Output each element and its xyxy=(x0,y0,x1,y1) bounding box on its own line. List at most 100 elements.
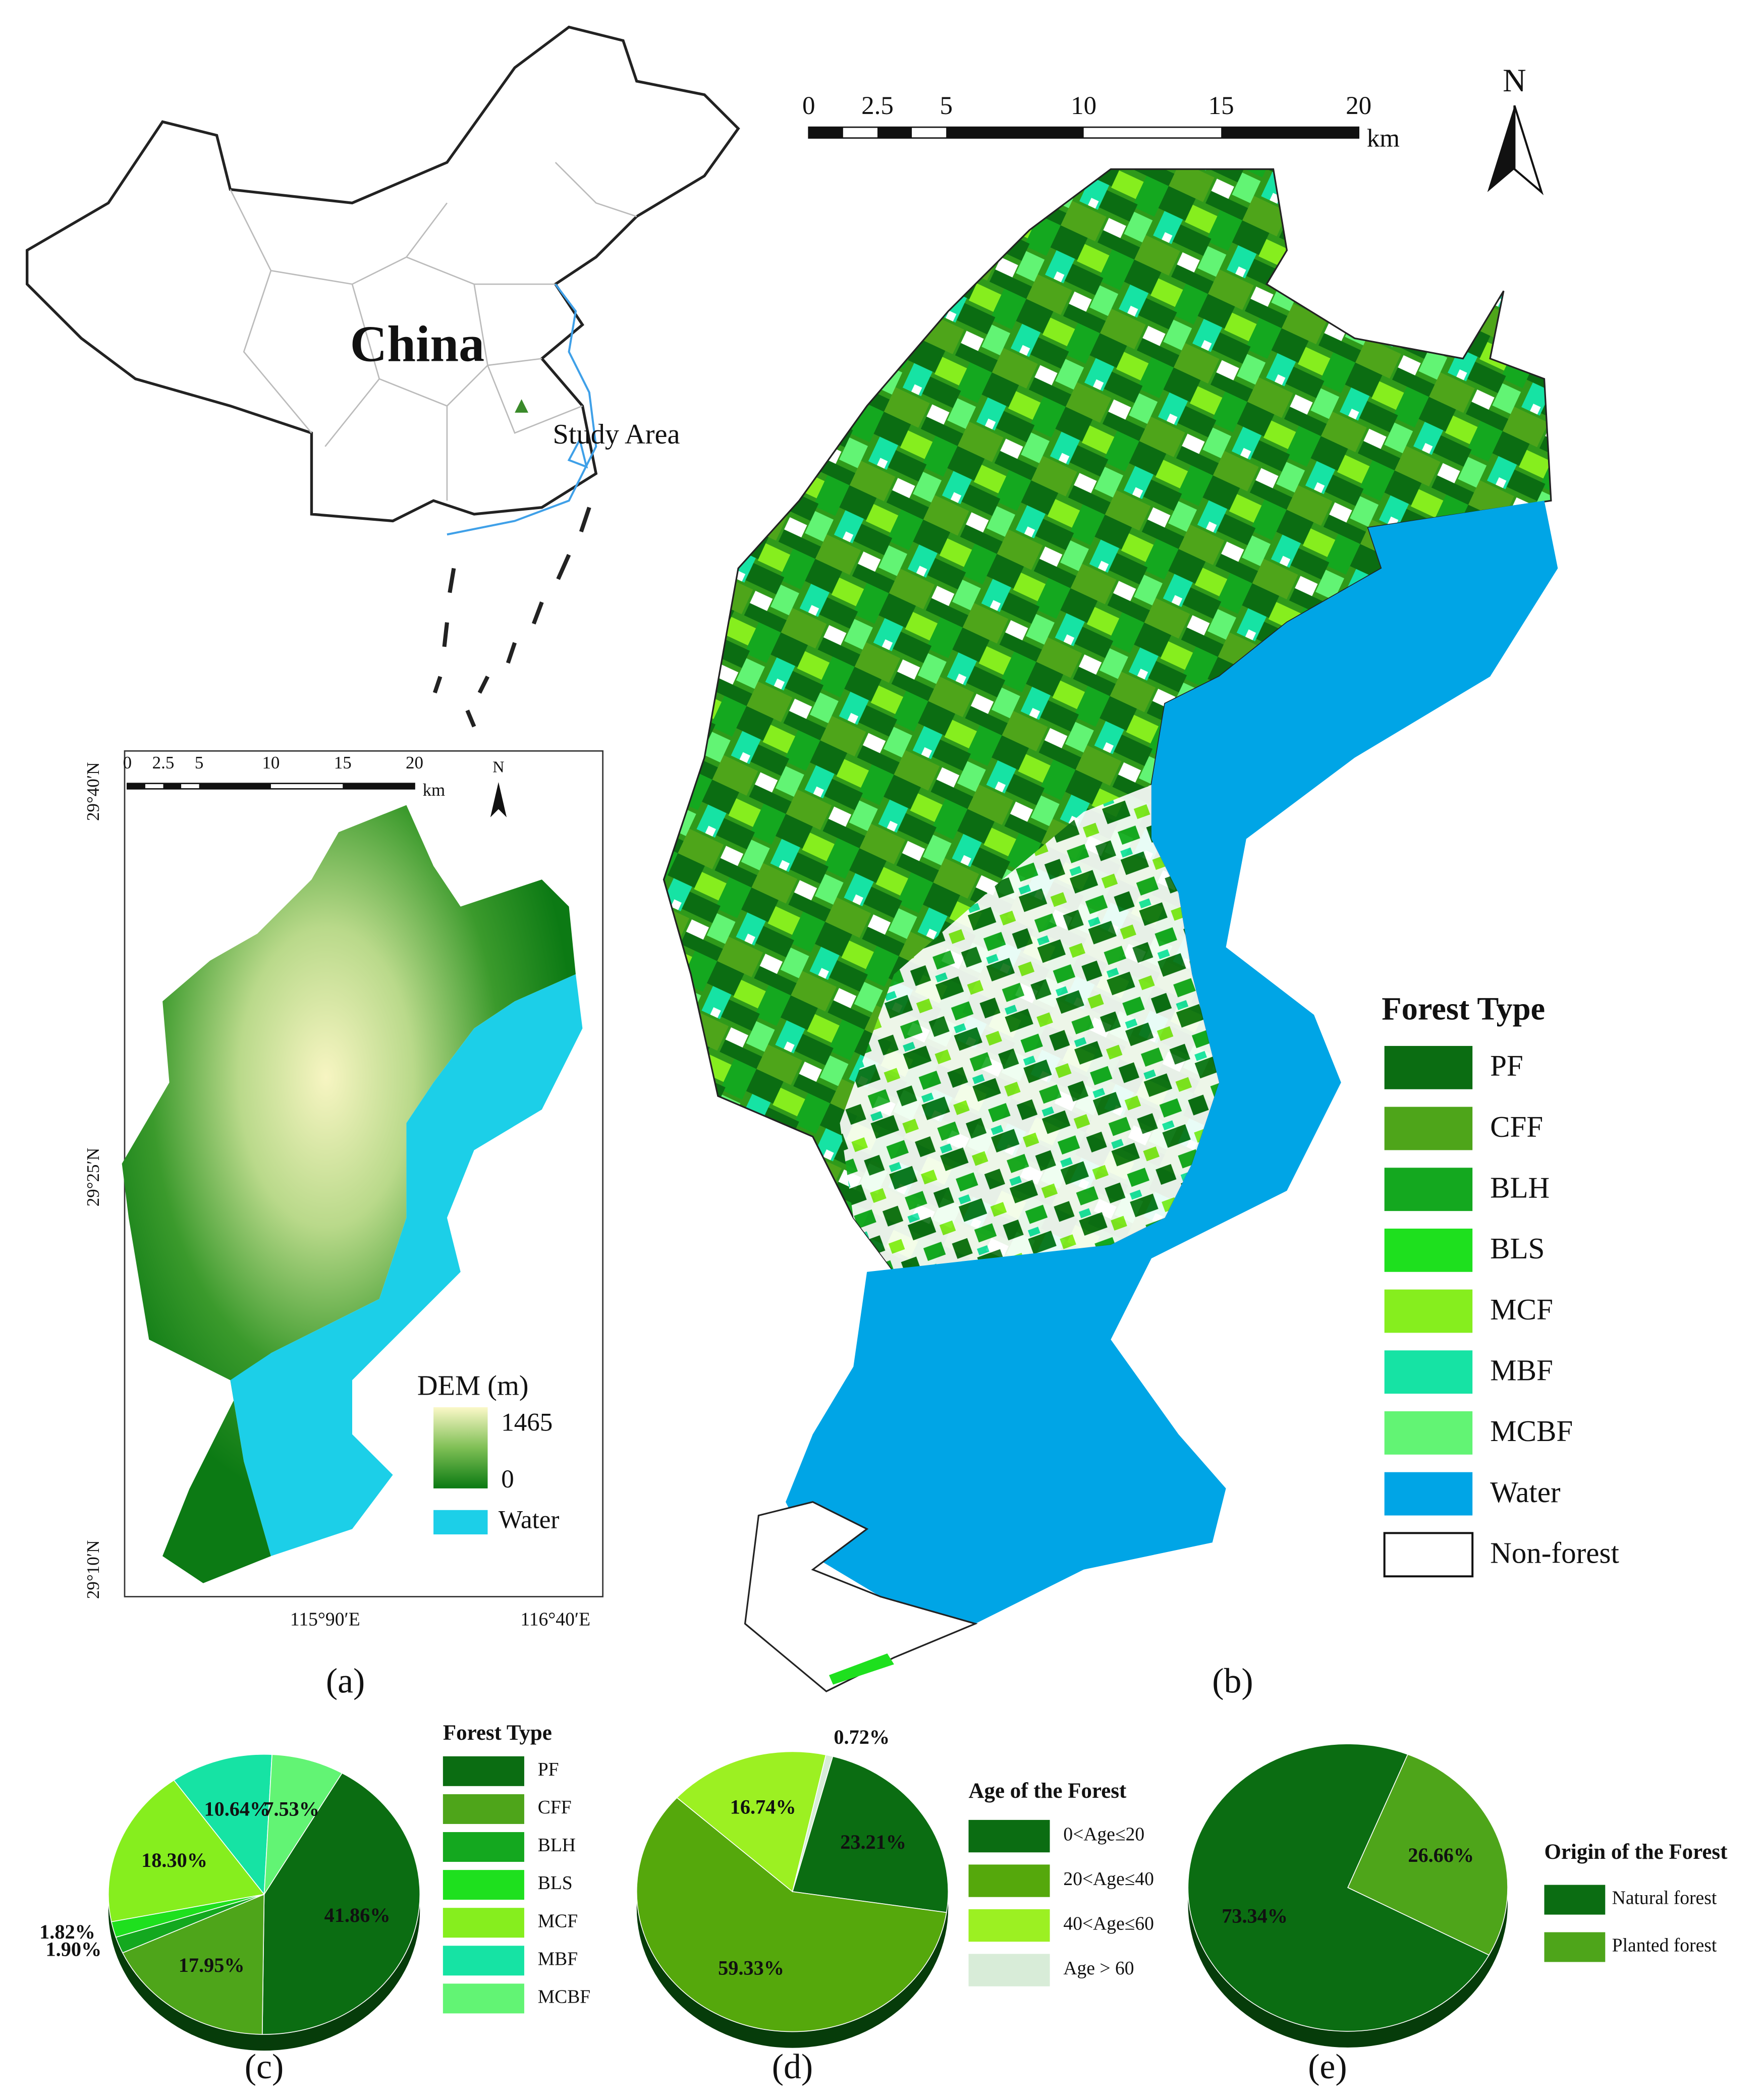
legend-swatch xyxy=(443,1794,524,1824)
pie-slice xyxy=(1347,1753,1508,1956)
pie-slice xyxy=(792,1754,834,1892)
value-label: 0.72% xyxy=(834,1726,890,1748)
scale-label: 5 xyxy=(940,92,952,120)
legend-label: PF xyxy=(1490,1049,1523,1082)
legend-label: BLH xyxy=(538,1835,576,1856)
pie-slice xyxy=(107,1780,265,1922)
value-label: 41.86% xyxy=(324,1904,391,1926)
forest-land-south xyxy=(840,785,1220,1272)
legend-swatch xyxy=(1384,1472,1473,1516)
legend-title: Age of the Forest xyxy=(968,1779,1127,1803)
dem-legend-title: DEM (m) xyxy=(417,1370,529,1401)
value-label: 1.90% xyxy=(46,1938,102,1960)
legend-swatch xyxy=(968,1819,1050,1853)
pie-slice xyxy=(792,1755,949,1913)
legend-label: Planted forest xyxy=(1612,1936,1717,1956)
province-lines xyxy=(230,161,637,501)
legend-label: MCF xyxy=(1490,1293,1553,1326)
legend-label: MCBF xyxy=(1490,1414,1573,1448)
legend-swatch xyxy=(1384,1107,1473,1150)
legend-label: BLH xyxy=(1490,1171,1550,1204)
legend-label: 0<Age≤20 xyxy=(1063,1825,1144,1845)
panel-label: (c) xyxy=(245,2048,284,2086)
value-label: 18.30% xyxy=(141,1849,207,1871)
north-arrow-half xyxy=(1513,105,1544,195)
pie-slice xyxy=(636,1797,947,2032)
lat-label: 29°10′N xyxy=(83,1540,103,1599)
pie-slice xyxy=(261,1772,420,2035)
scale-label: 15 xyxy=(1208,92,1234,120)
inset-label: China xyxy=(350,315,484,372)
scale-label: 10 xyxy=(1071,92,1096,120)
legend-title: Forest Type xyxy=(1382,991,1545,1027)
scale-label: 0 xyxy=(802,92,815,120)
legend-swatch xyxy=(443,1983,524,2014)
dem-legend-min: 0 xyxy=(501,1465,514,1494)
legend-swatch xyxy=(443,1946,524,1976)
scale-label: 2.5 xyxy=(861,92,894,120)
lat-label: 29°25′N xyxy=(83,1148,103,1206)
value-label: 17.95% xyxy=(179,1954,245,1976)
scale-label: 20 xyxy=(1346,92,1371,120)
north-arrow xyxy=(490,782,507,817)
dem-water xyxy=(230,974,583,1556)
dem-legend-bar xyxy=(433,1407,488,1488)
panel-label: (a) xyxy=(326,1662,365,1701)
legend-label: Natural forest xyxy=(1612,1888,1717,1909)
legend-title: Forest Type xyxy=(443,1721,552,1745)
legend-label: CFF xyxy=(538,1797,572,1818)
legend-title: Origin of the Forest xyxy=(1544,1840,1728,1864)
scale-bar-segment xyxy=(1221,127,1359,138)
pie-slice xyxy=(263,1754,343,1896)
legend-label: MCF xyxy=(538,1911,578,1931)
pie-slice xyxy=(122,1894,265,2035)
pie-chart: 73.34% 26.66% Origin of the Forest Natural … xyxy=(1187,1743,1728,2048)
value-label: 7.53% xyxy=(263,1798,319,1820)
legend-swatch xyxy=(443,1832,524,1862)
legend-swatch xyxy=(443,1908,524,1938)
lon-label: 115°90′E xyxy=(290,1609,360,1630)
legend-swatch xyxy=(443,1756,524,1786)
water-legend-swatch xyxy=(433,1510,488,1535)
scale-label: 20 xyxy=(406,753,423,772)
scale-label: 2.5 xyxy=(152,753,175,772)
scale-bar-segment xyxy=(127,783,145,789)
pie-slice xyxy=(173,1754,272,1896)
china-inset: China Study Area xyxy=(26,25,740,728)
scale-bar-segment xyxy=(163,783,182,789)
north-label: N xyxy=(1503,63,1526,98)
lat-label: 29°40′N xyxy=(83,762,103,821)
legend-label: BLS xyxy=(1490,1232,1545,1265)
value-label: 73.34% xyxy=(1222,1905,1288,1927)
legend-swatch xyxy=(968,1909,1050,1942)
north-label: N xyxy=(492,758,504,776)
south-patch xyxy=(829,1653,894,1685)
lon-label: 116°40′E xyxy=(520,1609,590,1630)
pie-chart: 23.21% 59.33% 16.74% 0.72% Age of the Forest… xyxy=(636,1726,1154,2048)
nine-dash-line xyxy=(432,507,591,728)
water-legend-label: Water xyxy=(499,1506,559,1534)
legend-label: Age > 60 xyxy=(1063,1958,1134,1979)
legend-swatch xyxy=(1384,1168,1473,1211)
scale-label: 5 xyxy=(195,753,203,772)
map-a: N DEM (m) 1465 0 Water 29°40′N 29°25′N 2… xyxy=(83,750,603,1701)
legend-swatch xyxy=(1544,1932,1606,1962)
water-body xyxy=(786,501,1558,1624)
scale-bar-segment xyxy=(946,127,1084,138)
dem-south-land xyxy=(162,1481,271,1583)
legend-swatch xyxy=(1544,1885,1606,1915)
map-b: N Forest Type (b) 0 2.5 5 10 15 20 km PF CFF BLH B… xyxy=(663,63,1619,1701)
legend-swatch xyxy=(1384,1228,1473,1272)
scale-label: 0 xyxy=(123,753,132,772)
pie-chart: 41.86% 17.95% 1.90%1.82% 18.30% 10.64%7.53% F… xyxy=(39,1721,590,2051)
legend-label: 40<Age≤60 xyxy=(1063,1914,1154,1935)
china-outline xyxy=(26,25,740,523)
value-label: 16.74% xyxy=(730,1795,796,1818)
legend-swatch xyxy=(443,1870,524,1900)
legend-swatch xyxy=(1384,1411,1473,1455)
legend-label: BLS xyxy=(538,1873,573,1894)
value-label: 59.33% xyxy=(718,1957,784,1979)
legend-label: MCBF xyxy=(538,1987,590,2008)
